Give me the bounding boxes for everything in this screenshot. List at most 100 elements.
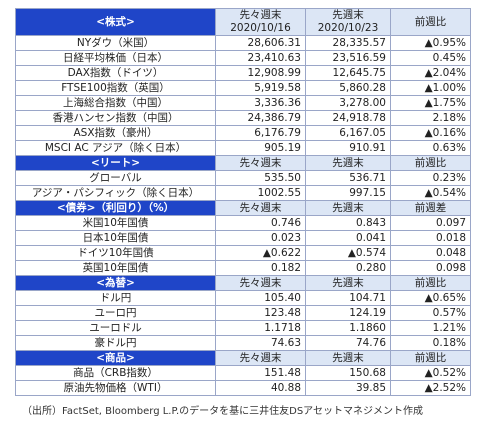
cell-value: 0.048	[390, 245, 471, 261]
cell-value: 0.843	[305, 215, 391, 231]
data-row: アジア・パシフィック（除く日本） 1002.55 997.15 ▲0.54%	[15, 185, 471, 201]
row-label: ドイツ10年国債	[15, 245, 216, 261]
data-row: 米国10年国債 0.746 0.843 0.097	[15, 215, 471, 231]
cell-value: ▲0.95%	[390, 35, 471, 51]
row-label: FTSE100指数（英国）	[15, 80, 216, 96]
data-row: ASX指数（豪州） 6,176.79 6,167.05 ▲0.16%	[15, 125, 471, 141]
cell-value: 24,386.79	[215, 110, 306, 126]
row-label: 豪ドル円	[15, 335, 216, 351]
cell-value: 2.18%	[390, 110, 471, 126]
cell-value: 0.023	[215, 230, 306, 246]
column-header-line: 先週末	[332, 9, 364, 22]
column-header-line: 先々週末	[239, 9, 282, 22]
cell-value: 123.48	[215, 305, 306, 321]
cell-value: ▲0.622	[215, 245, 306, 261]
cell-value: 151.48	[215, 365, 306, 381]
row-label: 上海総合指数（中国）	[15, 95, 216, 111]
row-label: 日本10年国債	[15, 230, 216, 246]
cell-value: 0.041	[305, 230, 391, 246]
cell-value: 535.50	[215, 170, 306, 186]
section-header-row: <リート> 先々週末 先週末 前週比	[15, 155, 471, 171]
section-title: <リート>	[15, 155, 216, 171]
row-label: グローバル	[15, 170, 216, 186]
cell-value: 74.63	[215, 335, 306, 351]
market-table-wrap: <株式> 先々週末 2020/10/16 先週末 2020/10/23 前週比 NYダウ（米…	[15, 8, 471, 396]
cell-value: 3,336.36	[215, 95, 306, 111]
column-header: 前週差	[390, 200, 471, 216]
cell-value: 23,516.59	[305, 50, 391, 66]
cell-value: ▲0.16%	[390, 125, 471, 141]
cell-value: 150.68	[305, 365, 391, 381]
column-header: 前週比	[390, 350, 471, 366]
cell-value: 0.746	[215, 215, 306, 231]
row-label: 商品（CRB指数）	[15, 365, 216, 381]
cell-value: 0.23%	[390, 170, 471, 186]
row-label: ASX指数（豪州）	[15, 125, 216, 141]
section-title: <株式>	[15, 8, 216, 36]
row-label: 原油先物価格（WTI）	[15, 380, 216, 396]
row-label: 英国10年国債	[15, 260, 216, 276]
column-header-line: 2020/10/16	[230, 22, 291, 34]
data-row: グローバル 535.50 536.71 0.23%	[15, 170, 471, 186]
cell-value: 0.018	[390, 230, 471, 246]
cell-value: ▲0.54%	[390, 185, 471, 201]
cell-value: ▲2.04%	[390, 65, 471, 81]
cell-value: 5,860.28	[305, 80, 391, 96]
row-label: 米国10年国債	[15, 215, 216, 231]
cell-value: 104.71	[305, 290, 391, 306]
cell-value: 24,918.78	[305, 110, 391, 126]
column-header: 先々週末	[215, 155, 306, 171]
cell-value: 910.91	[305, 140, 391, 156]
column-header: 先々週末	[215, 200, 306, 216]
cell-value: 0.63%	[390, 140, 471, 156]
cell-value: 0.57%	[390, 305, 471, 321]
row-label: MSCI AC アジア（除く日本）	[15, 140, 216, 156]
data-row: 香港ハンセン指数（中国） 24,386.79 24,918.78 2.18%	[15, 110, 471, 126]
section-header-row: <商品> 先々週末 先週末 前週比	[15, 350, 471, 366]
row-label: ユーロドル	[15, 320, 216, 336]
column-header: 先々週末	[215, 275, 306, 291]
cell-value: ▲0.574	[305, 245, 391, 261]
data-row: 豪ドル円 74.63 74.76 0.18%	[15, 335, 471, 351]
row-label: DAX指数（ドイツ）	[15, 65, 216, 81]
cell-value: 0.18%	[390, 335, 471, 351]
cell-value: 0.098	[390, 260, 471, 276]
cell-value: 5,919.58	[215, 80, 306, 96]
column-header-line: 2020/10/23	[317, 22, 379, 34]
column-header: 先週末	[305, 275, 391, 291]
data-row: ドイツ10年国債 ▲0.622 ▲0.574 0.048	[15, 245, 471, 261]
cell-value: 39.85	[305, 380, 391, 396]
section-header-row: <債券>（利回り）（%） 先々週末 先週末 前週差	[15, 200, 471, 216]
data-row: 上海総合指数（中国） 3,336.36 3,278.00 ▲1.75%	[15, 95, 471, 111]
column-header: 前週比	[390, 155, 471, 171]
cell-value: 997.15	[305, 185, 391, 201]
cell-value: 1.1860	[305, 320, 391, 336]
data-row: ユーロ円 123.48 124.19 0.57%	[15, 305, 471, 321]
cell-value: 0.280	[305, 260, 391, 276]
data-row: 日本10年国債 0.023 0.041 0.018	[15, 230, 471, 246]
cell-value: 105.40	[215, 290, 306, 306]
cell-value: 12,645.75	[305, 65, 391, 81]
section-title: <商品>	[15, 350, 216, 366]
cell-value: ▲2.52%	[390, 380, 471, 396]
section-title: <為替>	[15, 275, 216, 291]
column-header: 前週比	[390, 8, 471, 36]
column-header: 先々週末 2020/10/16	[215, 8, 306, 36]
data-row: 原油先物価格（WTI） 40.88 39.85 ▲2.52%	[15, 380, 471, 396]
cell-value: ▲0.65%	[390, 290, 471, 306]
cell-value: 1002.55	[215, 185, 306, 201]
data-row: DAX指数（ドイツ） 12,908.99 12,645.75 ▲2.04%	[15, 65, 471, 81]
source-note: （出所）FactSet, Bloomberg L.P.のデータを基に三井住友DS…	[22, 406, 423, 417]
column-header: 先週末	[305, 350, 391, 366]
section-title: <債券>（利回り）（%）	[15, 200, 216, 216]
cell-value: 536.71	[305, 170, 391, 186]
cell-value: 124.19	[305, 305, 391, 321]
market-table: <株式> 先々週末 2020/10/16 先週末 2020/10/23 前週比 NYダウ（米…	[15, 8, 471, 396]
cell-value: 905.19	[215, 140, 306, 156]
data-row: ユーロドル 1.1718 1.1860 1.21%	[15, 320, 471, 336]
cell-value: 12,908.99	[215, 65, 306, 81]
section-header-row: <株式> 先々週末 2020/10/16 先週末 2020/10/23 前週比	[15, 8, 471, 36]
data-row: 商品（CRB指数） 151.48 150.68 ▲0.52%	[15, 365, 471, 381]
cell-value: ▲0.52%	[390, 365, 471, 381]
